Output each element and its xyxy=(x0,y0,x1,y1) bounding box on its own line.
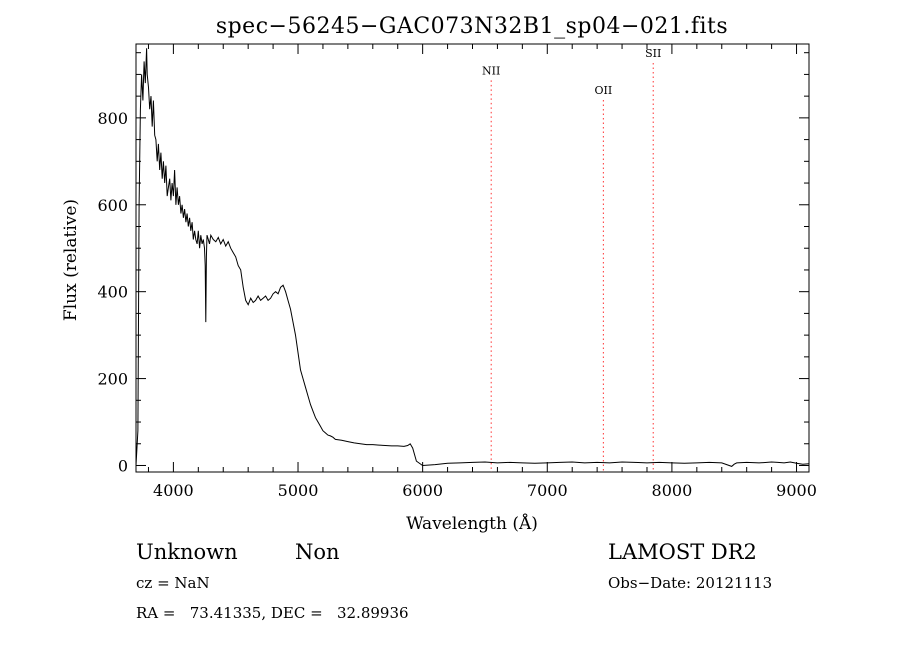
x-tick-label: 5000 xyxy=(278,481,319,500)
x-tick-label: 6000 xyxy=(402,481,443,500)
x-axis: 4000 5000 6000 7000 8000 9000 xyxy=(147,44,817,500)
spectral-class: Unknown xyxy=(136,540,238,564)
redshift-cz: cz = NaN xyxy=(136,574,210,592)
plot-frame xyxy=(135,43,810,473)
y-axis-label: Flux (relative) xyxy=(61,199,81,321)
survey-name: LAMOST DR2 xyxy=(608,540,757,564)
y-tick-label: 0 xyxy=(118,456,128,475)
y-tick-label: 800 xyxy=(97,109,128,128)
y-tick-label: 400 xyxy=(97,283,128,302)
marker-label-sii: SII xyxy=(645,47,661,60)
x-tick-label: 8000 xyxy=(652,481,693,500)
coordinates: RA = 73.41335, DEC = 32.89936 xyxy=(136,604,409,622)
y-axis: 0 200 400 600 800 xyxy=(97,52,809,475)
emission-line-markers: NII OII SII xyxy=(482,47,661,472)
x-tick-label: 9000 xyxy=(776,481,817,500)
x-tick-label: 4000 xyxy=(153,481,194,500)
marker-label-nii: NII xyxy=(482,64,500,77)
observation-date: Obs−Date: 20121113 xyxy=(608,574,773,592)
x-tick-label: 7000 xyxy=(527,481,568,500)
x-axis-label: Wavelength (Å) xyxy=(406,513,538,534)
chart-title: spec−56245−GAC073N32B1_sp04−021.fits xyxy=(216,14,728,39)
spectral-subclass: Non xyxy=(295,540,340,564)
marker-label-oii: OII xyxy=(595,84,613,97)
spectrum-line xyxy=(135,48,810,467)
y-tick-label: 200 xyxy=(97,370,128,389)
y-tick-label: 600 xyxy=(97,196,128,215)
